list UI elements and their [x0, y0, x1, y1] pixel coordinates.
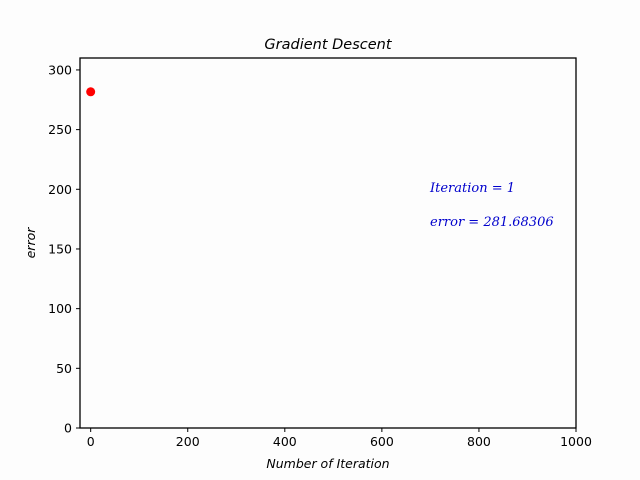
y-tick-label: 100: [48, 301, 72, 316]
x-tick-label: 200: [176, 434, 200, 449]
y-axis-label: error: [23, 227, 38, 259]
x-axis-label: Number of Iteration: [266, 456, 389, 471]
plot-frame: [79, 57, 577, 429]
iteration-annotation: Iteration = 1: [429, 181, 515, 196]
error-annotation: error = 281.68306: [430, 215, 554, 230]
y-tick-label: 0: [64, 421, 72, 436]
y-tick-label: 200: [48, 182, 72, 197]
x-tick-label: 1000: [560, 434, 592, 449]
x-tick-label: 800: [467, 434, 491, 449]
y-tick-label: 150: [48, 241, 72, 256]
y-tick-label: 50: [56, 361, 72, 376]
x-tick-label: 600: [370, 434, 394, 449]
y-axis-ticks: 0 50 100 150 200 250 300: [48, 62, 80, 436]
chart-title: Gradient Descent: [264, 37, 392, 53]
y-tick-label: 250: [48, 122, 72, 137]
x-tick-label: 400: [273, 434, 297, 449]
y-tick-label: 300: [48, 62, 72, 77]
error-point: [86, 87, 96, 97]
x-tick-label: 0: [87, 434, 95, 449]
x-axis-ticks: 0 200 400 600 800 1000: [87, 428, 592, 449]
data-points: [86, 87, 96, 97]
